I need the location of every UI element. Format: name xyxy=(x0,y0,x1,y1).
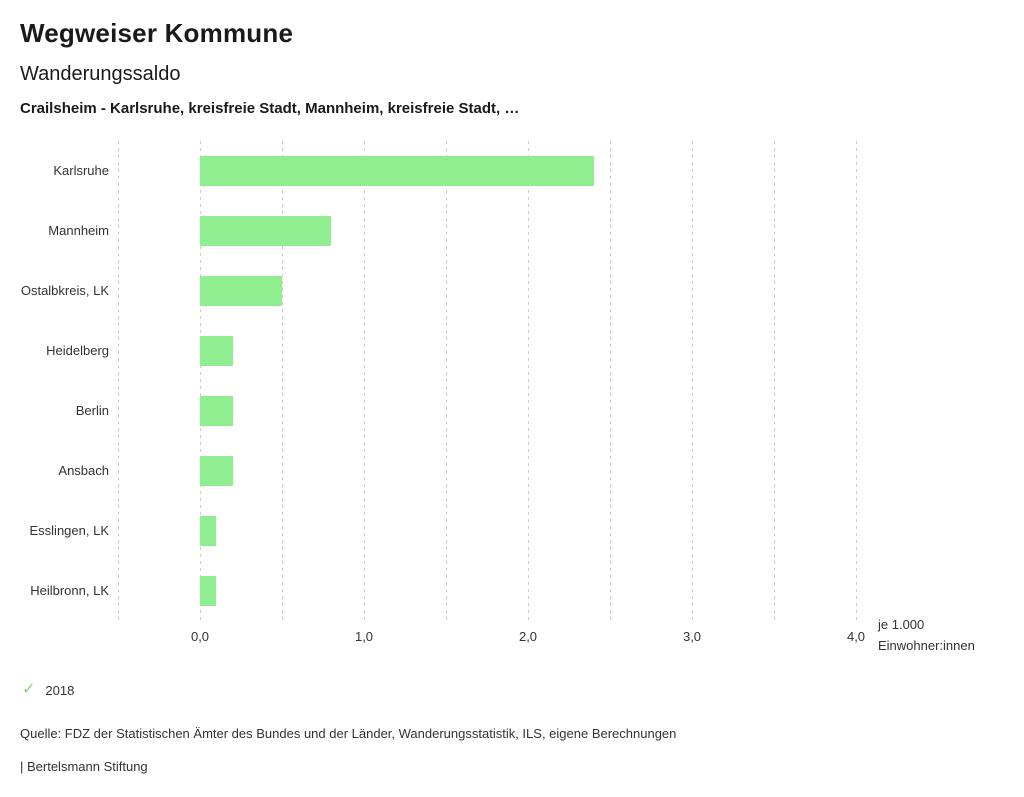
category-label: Ostalbkreis, LK xyxy=(20,282,109,298)
bar-heidelberg[interactable] xyxy=(200,336,233,366)
category-label: Heilbronn, LK xyxy=(30,582,109,598)
category-label: Berlin xyxy=(75,402,109,418)
category-label: Karlsruhe xyxy=(53,162,109,178)
bar-karlsruhe[interactable] xyxy=(200,156,594,186)
bar-berlin[interactable] xyxy=(200,396,233,426)
gridline xyxy=(282,141,283,621)
check-icon[interactable]: ✓ xyxy=(22,681,36,698)
bar-mannheim[interactable] xyxy=(200,216,332,246)
category-label: Heidelberg xyxy=(46,342,109,358)
gridline xyxy=(774,141,775,621)
source-note: Quelle: FDZ der Statistischen Ämter des … xyxy=(20,726,677,741)
gridline xyxy=(856,141,857,621)
bar-chart: Karlsruhe Mannheim Ostalbkreis, LK Heidelbe… xyxy=(20,141,1004,656)
gridline xyxy=(200,141,201,621)
bar-heilbronn-lk[interactable] xyxy=(200,576,217,606)
bar-ostalbkreis-lk[interactable] xyxy=(200,276,282,306)
x-axis-row: 0,0 1,0 2,0 3,0 4,0 je 1.000 Einwohner:innen xyxy=(20,617,1004,656)
page: Wegweiser Kommune Wanderungssaldo Crails… xyxy=(20,18,1004,774)
chart-body: Karlsruhe Mannheim Ostalbkreis, LK Heidelbe… xyxy=(20,141,1004,621)
legend-label[interactable]: 2018 xyxy=(45,682,75,698)
page-title: Wegweiser Kommune xyxy=(20,18,294,48)
x-axis: 0,0 1,0 2,0 3,0 4,0 xyxy=(118,621,865,655)
x-tick-label: 4,0 xyxy=(846,629,866,644)
comparison-subtitle: Crailsheim - Karlsruhe, kreisfreie Stadt… xyxy=(20,100,520,117)
branding-note: | Bertelsmann Stiftung xyxy=(20,759,148,774)
gridline xyxy=(364,141,365,621)
gridline xyxy=(528,141,529,621)
x-tick-label: 0,0 xyxy=(190,629,210,644)
category-label-column: Karlsruhe Mannheim Ostalbkreis, LK Heidelbe… xyxy=(20,141,118,621)
category-label: Ansbach xyxy=(58,462,109,478)
x-tick-label: 1,0 xyxy=(354,629,374,644)
axis-unit-line-1: je 1.000 xyxy=(878,617,925,632)
bar-esslingen-lk[interactable] xyxy=(200,516,217,546)
x-tick-label: 3,0 xyxy=(682,629,702,644)
legend: ✓ 2018 xyxy=(22,682,1004,698)
chart-title: Wanderungssaldo xyxy=(20,63,181,85)
x-tick-label: 2,0 xyxy=(518,629,538,644)
axis-unit-line-2: Einwohner:innen xyxy=(878,638,975,653)
bar-ansbach[interactable] xyxy=(200,456,233,486)
gridline xyxy=(446,141,447,621)
plot-area xyxy=(118,141,857,621)
gridline xyxy=(118,141,119,621)
category-label: Mannheim xyxy=(48,222,109,238)
category-label: Esslingen, LK xyxy=(29,522,110,538)
gridline xyxy=(692,141,693,621)
gridline xyxy=(610,141,611,621)
axis-unit-label: je 1.000 Einwohner:innen xyxy=(878,614,975,656)
